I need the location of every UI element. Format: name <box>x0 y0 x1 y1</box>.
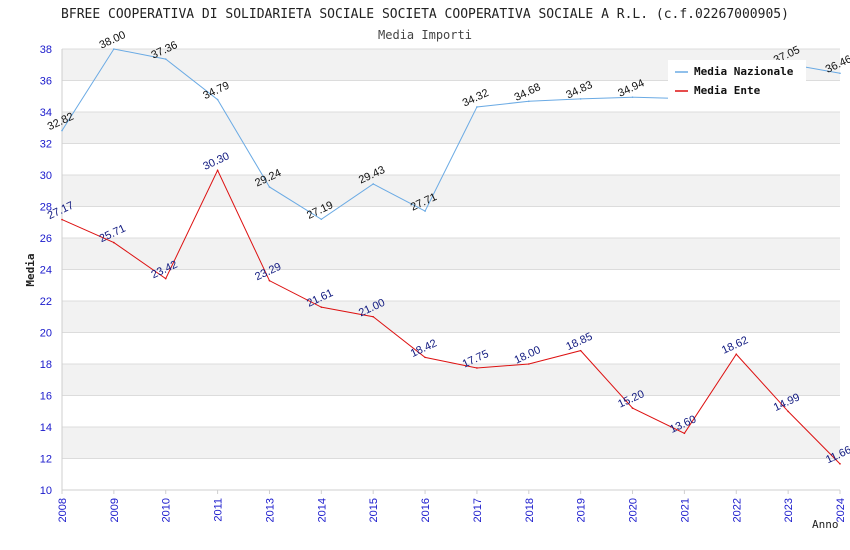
data-label: 30.30 <box>201 150 231 173</box>
y-tick-label: 26 <box>40 233 52 245</box>
data-point <box>424 356 426 359</box>
data-point <box>839 72 841 75</box>
data-label: 18.00 <box>513 344 543 367</box>
x-axis-label: Anno <box>812 518 839 531</box>
y-tick-labels: 10 12 14 16 18 20 22 24 26 28 30 32 34 36 38 <box>40 44 52 497</box>
x-tick-label: 2011 <box>213 498 225 522</box>
y-tick-label: 20 <box>40 328 52 340</box>
grid-band <box>62 364 840 396</box>
x-tick-label: 2015 <box>368 498 380 522</box>
data-point <box>216 98 219 101</box>
series-line-media-ente <box>61 169 841 465</box>
x-tick-label: 2017 <box>472 498 484 522</box>
data-point <box>528 100 530 103</box>
x-tick-label: 2021 <box>679 498 691 522</box>
data-label: 18.85 <box>564 331 594 354</box>
data-point <box>61 218 63 221</box>
grid-band <box>62 238 840 270</box>
y-tick-label: 24 <box>40 265 52 277</box>
data-point <box>683 432 686 435</box>
legend-label-media-ente: Media Ente <box>694 84 761 97</box>
chart-axes <box>61 49 841 494</box>
grid-band <box>62 427 840 459</box>
data-point <box>424 210 426 212</box>
data-point <box>476 367 478 369</box>
y-tick-label: 34 <box>40 107 52 119</box>
x-tick-label: 2020 <box>628 498 640 522</box>
grid-band <box>62 301 840 333</box>
data-point <box>216 169 219 172</box>
data-point <box>268 279 271 282</box>
x-tick-label: 2019 <box>576 498 588 522</box>
x-tick-label: 2008 <box>57 498 69 522</box>
grid-lines <box>62 48 840 491</box>
y-tick-label: 36 <box>40 76 52 88</box>
data-point <box>528 363 530 365</box>
data-point <box>320 306 323 308</box>
chart-title: BFREE COOPERATIVA DI SOLIDARIETA SOCIALE… <box>61 7 789 22</box>
data-point <box>113 241 115 244</box>
data-point <box>476 106 478 108</box>
y-tick-label: 16 <box>40 391 52 403</box>
legend-label-media-nazionale: Media Nazionale <box>694 65 794 78</box>
legend-box <box>668 60 806 102</box>
x-tick-label: 2018 <box>524 498 536 522</box>
y-tick-label: 12 <box>40 454 52 466</box>
data-point <box>631 407 634 409</box>
x-tick-label: 2010 <box>161 498 173 522</box>
y-tick-label: 32 <box>40 139 52 151</box>
data-point <box>113 48 115 50</box>
legend: Media Nazionale Media Ente <box>668 60 806 102</box>
chart-subtitle: Media Importi <box>378 28 472 42</box>
y-axis-label: Media <box>24 253 37 286</box>
x-tick-label: 2022 <box>731 498 743 522</box>
x-tick-label: 2016 <box>420 498 432 522</box>
grid-band <box>62 112 840 144</box>
data-point <box>164 277 167 280</box>
data-point <box>735 353 738 356</box>
data-point <box>787 410 789 413</box>
grid-band <box>62 175 840 207</box>
data-point <box>579 349 582 352</box>
x-tick-label: 2014 <box>316 498 328 522</box>
data-point <box>631 96 634 98</box>
data-point <box>320 218 323 221</box>
data-point <box>372 315 375 318</box>
x-tick-label: 2024 <box>835 498 847 522</box>
data-point <box>839 463 841 465</box>
data-point <box>268 186 271 188</box>
grid-bands <box>62 49 840 459</box>
y-tick-label: 28 <box>40 202 52 214</box>
data-point <box>372 183 375 185</box>
x-tick-labels: 2008 2009 2010 2011 2013 2014 2015 2016 2017 2018… <box>57 498 847 522</box>
y-tick-label: 18 <box>40 359 52 371</box>
x-tick-label: 2009 <box>109 498 121 522</box>
data-label: 38.00 <box>98 29 128 52</box>
y-tick-label: 38 <box>40 44 52 56</box>
data-label: 18.62 <box>720 334 750 357</box>
x-tick-label: 2013 <box>264 498 276 522</box>
data-label: 34.83 <box>564 79 594 102</box>
data-point <box>579 98 582 100</box>
data-point <box>164 58 167 60</box>
y-tick-label: 30 <box>40 170 52 182</box>
y-tick-label: 14 <box>40 422 52 434</box>
y-tick-label: 22 <box>40 296 52 308</box>
x-tick-label: 2023 <box>783 498 795 522</box>
data-point <box>61 129 63 132</box>
y-tick-label: 10 <box>40 485 52 497</box>
